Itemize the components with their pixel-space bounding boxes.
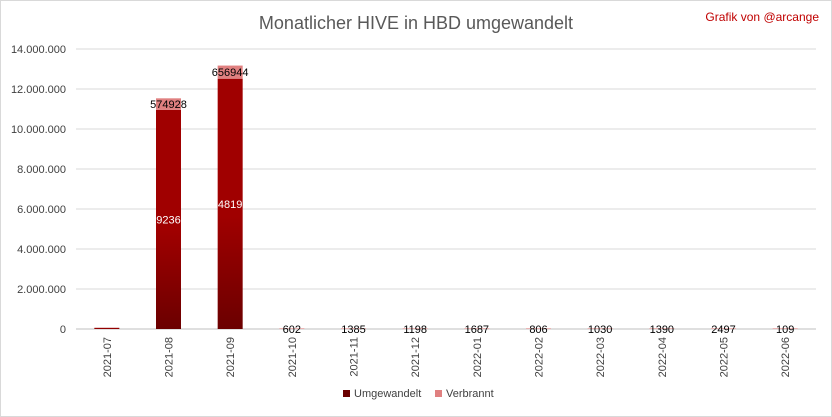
data-label-verbrannt: 2497 — [711, 324, 735, 336]
y-tick-label: 6.000.000 — [17, 204, 66, 216]
y-tick-label: 8.000.000 — [17, 164, 66, 176]
x-tick-label: 2021-10 — [287, 337, 299, 377]
x-tick-label: 2021-11 — [349, 337, 361, 377]
bar-verbrannt — [649, 328, 675, 329]
x-tick-label: 2022-02 — [534, 337, 546, 377]
legend-verbrannt-label: Verbrannt — [446, 388, 494, 400]
data-label-verbrannt: 1390 — [650, 324, 674, 336]
data-label-verbrannt: 806 — [529, 324, 547, 336]
x-tick-label: 2022-06 — [780, 337, 792, 377]
legend-verbrannt-swatch — [435, 390, 442, 397]
x-tick-label: 2022-04 — [657, 337, 669, 377]
y-tick-label: 12.000.000 — [11, 84, 66, 96]
x-tick-label: 2022-03 — [595, 337, 607, 377]
x-tick-label: 2022-01 — [472, 337, 484, 377]
data-label-verbrannt: 656944 — [212, 67, 249, 79]
chart-credit: Grafik von @arcange — [705, 10, 819, 24]
bar-verbrannt — [464, 328, 490, 329]
bar-verbrannt — [587, 328, 613, 329]
bar-verbrannt — [402, 328, 428, 329]
y-tick-label: 10.000.000 — [11, 124, 66, 136]
bar-umgewandelt — [217, 78, 243, 330]
data-label-verbrannt: 1030 — [588, 324, 612, 336]
bar-umgewandelt — [94, 327, 120, 329]
data-label-verbrannt: 109 — [776, 324, 794, 336]
y-tick-label: 14.000.000 — [11, 44, 66, 56]
data-label-verbrannt: 1385 — [341, 324, 365, 336]
bar-verbrannt — [156, 98, 181, 110]
legend-umgewandelt-swatch — [343, 390, 350, 397]
x-tick-label: 2022-05 — [719, 337, 731, 377]
x-tick-label: 2021-09 — [225, 337, 237, 377]
data-label-verbrannt: 1687 — [465, 324, 489, 336]
data-label-verbrannt: 602 — [283, 324, 301, 336]
x-tick-label: 2021-12 — [410, 337, 422, 377]
x-tick-label: 2021-08 — [164, 337, 176, 377]
bar-umgewandelt — [156, 109, 181, 329]
data-label-umgewandelt: 9236 — [156, 214, 180, 226]
y-tick-label: 2.000.000 — [17, 284, 66, 296]
y-tick-label: 0 — [60, 324, 66, 336]
bar-verbrannt — [526, 328, 551, 329]
bar-verbrannt — [341, 328, 366, 329]
data-label-verbrannt: 1198 — [403, 324, 427, 336]
bar-verbrannt — [279, 328, 305, 329]
data-label-verbrannt: 574928 — [150, 99, 187, 111]
chart-title: Monatlicher HIVE in HBD umgewandelt — [258, 13, 574, 33]
x-tick-label: 2021-07 — [102, 337, 114, 377]
legend-umgewandelt-label: Umgewandelt — [354, 388, 421, 400]
data-label-umgewandelt: 4819 — [218, 199, 242, 211]
y-tick-label: 4.000.000 — [17, 244, 66, 256]
bar-verbrannt — [217, 65, 243, 79]
bar-verbrannt — [711, 328, 736, 329]
bar-verbrannt — [772, 328, 798, 329]
